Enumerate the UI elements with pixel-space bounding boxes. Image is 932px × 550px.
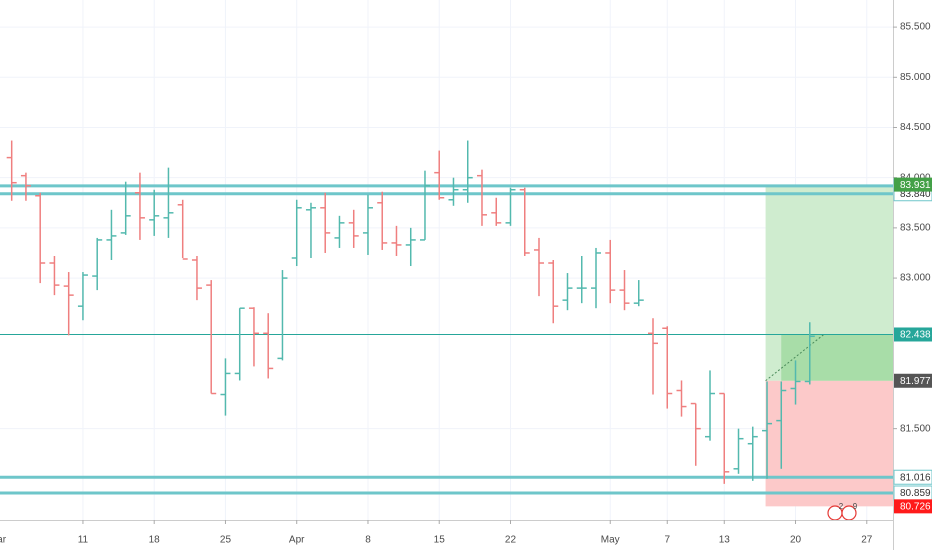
x-tick-label: 11 [78,535,89,546]
y-tick-label: 84.500 [900,122,931,133]
y-tick-label: 85.000 [900,72,931,83]
price-axis [893,0,932,550]
event-marker-label: 2 [839,502,844,511]
x-tick-label: 22 [505,535,517,546]
price-label: 83.931 [900,180,931,191]
price-label: 81.016 [900,472,931,483]
y-tick-label: 83.500 [900,223,931,234]
open-profit [781,334,893,381]
price-label-box [894,499,932,514]
price-label: 80.859 [900,488,931,499]
x-tick-label: 27 [861,535,873,546]
x-tick-label: 20 [790,535,802,546]
x-tick-label: 7 [664,535,670,546]
x-tick-label: 18 [149,535,161,546]
loss-zone [765,380,893,507]
price-label: 81.977 [900,376,931,387]
price-label: 82.438 [900,330,931,341]
x-tick-label: 25 [220,535,232,546]
price-label: 83.840 [900,189,931,200]
x-tick-label: Apr [289,535,305,546]
price-label-box [893,469,932,485]
plot-area [0,0,893,520]
x-tick-label: 13 [719,535,731,546]
price-label-box [894,373,932,388]
y-tick-label: 83.000 [900,273,931,284]
y-tick-label: 81.500 [900,423,931,434]
price-label: 80.726 [900,501,931,512]
x-tick-label: 15 [434,535,446,546]
x-tick-label: May [601,535,620,546]
price-label-box [894,327,932,342]
x-tick-label: Mar [0,535,7,546]
price-label-box [894,177,932,192]
event-marker-label: 9 [853,502,858,511]
y-tick-label: 85.500 [900,22,931,33]
position-path [765,334,825,382]
x-tick-label: 8 [365,535,371,546]
time-axis [0,520,893,550]
